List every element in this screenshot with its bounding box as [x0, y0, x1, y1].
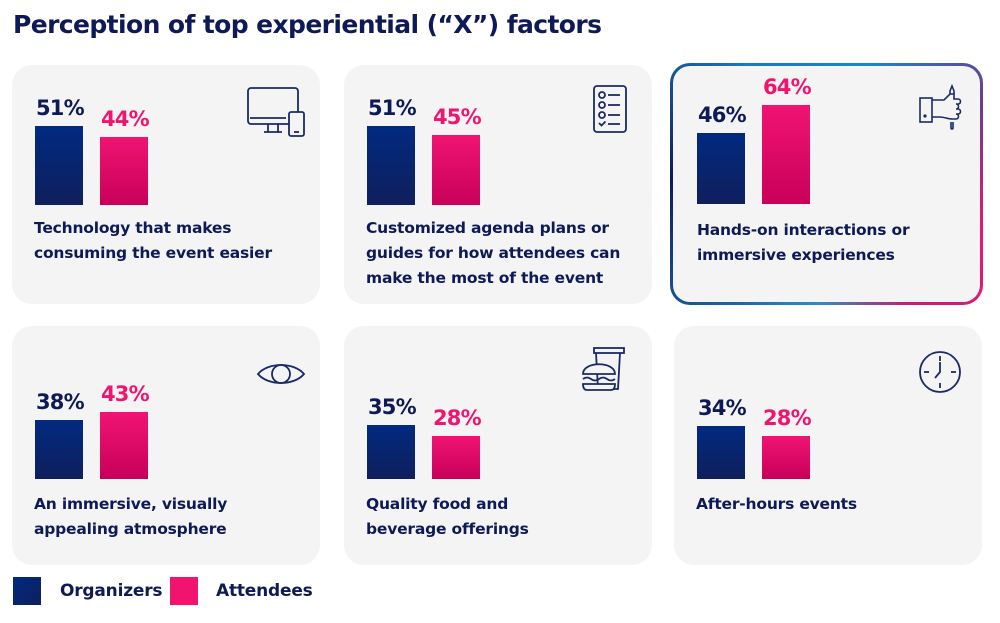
- value-label-attendees: 28%: [433, 406, 482, 430]
- chart-title: Perception of top experiential (“X”) fac…: [13, 10, 602, 39]
- value-label-attendees: 44%: [101, 107, 150, 131]
- bar-organizers: [35, 420, 83, 479]
- category-label: After-hours events: [696, 492, 857, 517]
- devices-icon: [246, 86, 308, 138]
- bar-attendees: [100, 137, 148, 205]
- category-label-line: Quality food and: [366, 495, 509, 513]
- category-label: An immersive, visually appealing atmosphe…: [34, 492, 227, 542]
- burger-drink-icon: [580, 346, 626, 394]
- category-label: Customized agenda plans or guides for how…: [366, 216, 620, 291]
- value-label-organizers: 51%: [36, 96, 85, 120]
- category-label-line: Hands-on interactions or: [697, 221, 910, 239]
- category-label: Technology that makes consuming the event…: [34, 216, 272, 266]
- value-label-organizers: 51%: [368, 96, 417, 120]
- value-label-organizers: 34%: [698, 396, 747, 420]
- value-label-organizers: 46%: [698, 103, 747, 127]
- bar-attendees: [432, 135, 480, 205]
- category-label-line: immersive experiences: [697, 246, 895, 264]
- bar-organizers: [35, 126, 83, 205]
- bar-organizers: [697, 426, 745, 479]
- value-label-organizers: 38%: [36, 390, 85, 414]
- value-label-attendees: 28%: [763, 406, 812, 430]
- bar-attendees: [100, 412, 148, 479]
- category-label-line: Technology that makes: [34, 219, 232, 237]
- category-label-line: An immersive, visually: [34, 495, 228, 513]
- legend-swatch-organizers: [13, 577, 41, 605]
- legend-label-attendees: Attendees: [216, 581, 313, 601]
- category-label-line: beverage offerings: [366, 520, 529, 538]
- category-label-line: After-hours events: [696, 495, 857, 513]
- category-label-line: guides for how attendees can: [366, 244, 621, 262]
- category-label: Hands-on interactions or immersive experi…: [697, 218, 910, 268]
- bar-attendees: [432, 436, 480, 479]
- category-label-line: consuming the event easier: [34, 244, 272, 262]
- category-label-line: appealing atmosphere: [34, 520, 227, 538]
- eye-icon: [256, 360, 306, 388]
- bar-attendees: [762, 436, 810, 479]
- legend-label-organizers: Organizers: [60, 581, 163, 601]
- hand-holding-pen-icon: [918, 84, 966, 132]
- category-label: Quality food and beverage offerings: [366, 492, 529, 542]
- checklist-icon: [592, 84, 628, 134]
- bar-organizers: [367, 126, 415, 205]
- bar-organizers: [367, 425, 415, 479]
- value-label-attendees: 43%: [101, 382, 150, 406]
- clock-icon: [918, 350, 962, 394]
- bar-organizers: [697, 133, 745, 204]
- value-label-organizers: 35%: [368, 395, 417, 419]
- category-label-line: make the most of the event: [366, 269, 604, 287]
- value-label-attendees: 45%: [433, 105, 482, 129]
- bar-attendees: [762, 105, 810, 204]
- value-label-attendees: 64%: [763, 75, 812, 99]
- category-label-line: Customized agenda plans or: [366, 219, 609, 237]
- legend-swatch-attendees: [170, 577, 198, 605]
